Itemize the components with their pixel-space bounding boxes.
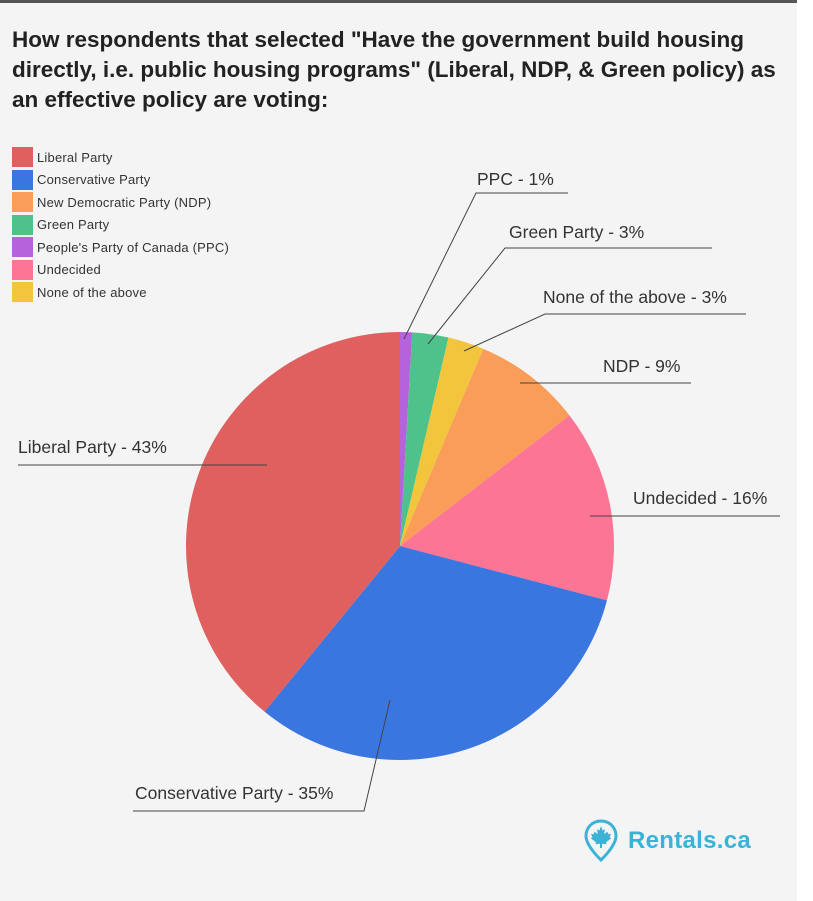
legend-swatch: [12, 259, 33, 280]
legend-swatch: [12, 147, 33, 168]
legend-item-people-s-party-of-canada-ppc: People's Party of Canada (PPC): [12, 236, 229, 259]
brand-logo: Rentals.ca: [584, 819, 751, 863]
callout-line-green-party: [427, 247, 712, 345]
callout-label-people-s-party-of-canada-ppc: PPC - 1%: [477, 169, 554, 189]
legend-label: People's Party of Canada (PPC): [37, 239, 230, 255]
callout-line-none-of-the-above: [463, 313, 746, 352]
pie-chart: PPC - 1% Green Party - 3% None of the abov…: [18, 169, 780, 812]
pie-slice-liberal-party: [185, 332, 400, 712]
callout-label-green-party: Green Party - 3%: [509, 222, 644, 242]
pie-slice-people-s-party-of-canada-ppc: [400, 332, 413, 546]
callout-line-conservative-party: [133, 699, 391, 812]
callout-label-conservative-party: Conservative Party - 35%: [135, 783, 333, 803]
callout-label-undecided: Undecided - 16%: [633, 488, 767, 508]
brand-name: Rentals.ca: [628, 827, 752, 854]
maple-leaf-pin-icon: [584, 819, 618, 863]
legend-item-liberal-party: Liberal Party: [12, 146, 229, 169]
legend-swatch: [12, 169, 33, 190]
legend-swatch: [12, 214, 33, 235]
legend: Liberal Party Conservative Party New Democ…: [12, 146, 229, 304]
legend-item-undecided: Undecided: [12, 259, 229, 282]
pie-slice-none-of-the-above: [400, 337, 484, 546]
legend-item-conservative-party: Conservative Party: [12, 169, 229, 192]
legend-label: Undecided: [37, 262, 101, 278]
legend-label: None of the above: [37, 284, 147, 300]
pie-slice-conservative-party: [264, 546, 607, 760]
legend-label: Green Party: [37, 217, 110, 233]
legend-item-none-of-the-above: None of the above: [12, 281, 229, 304]
pie-slice-undecided: [400, 415, 615, 601]
legend-swatch: [12, 192, 33, 213]
legend-label: Conservative Party: [37, 172, 151, 188]
pie-slice-new-democratic-party-ndp: [400, 348, 570, 546]
legend-item-green-party: Green Party: [12, 214, 229, 237]
legend-swatch: [12, 237, 33, 258]
legend-swatch: [12, 282, 33, 303]
legend-item-new-democratic-party-ndp: New Democratic Party (NDP): [12, 191, 229, 214]
callout-label-none-of-the-above: None of the above - 3%: [543, 287, 727, 307]
chart-title: How respondents that selected "Have the …: [12, 27, 776, 112]
callout-label-liberal-party: Liberal Party - 43%: [18, 437, 167, 457]
legend-label: New Democratic Party (NDP): [37, 194, 212, 210]
legend-label: Liberal Party: [37, 149, 113, 165]
pie-slice-green-party: [400, 332, 449, 546]
callout-label-new-democratic-party-ndp: NDP - 9%: [603, 356, 680, 376]
callout-line-people-s-party-of-canada-ppc: [403, 192, 568, 340]
